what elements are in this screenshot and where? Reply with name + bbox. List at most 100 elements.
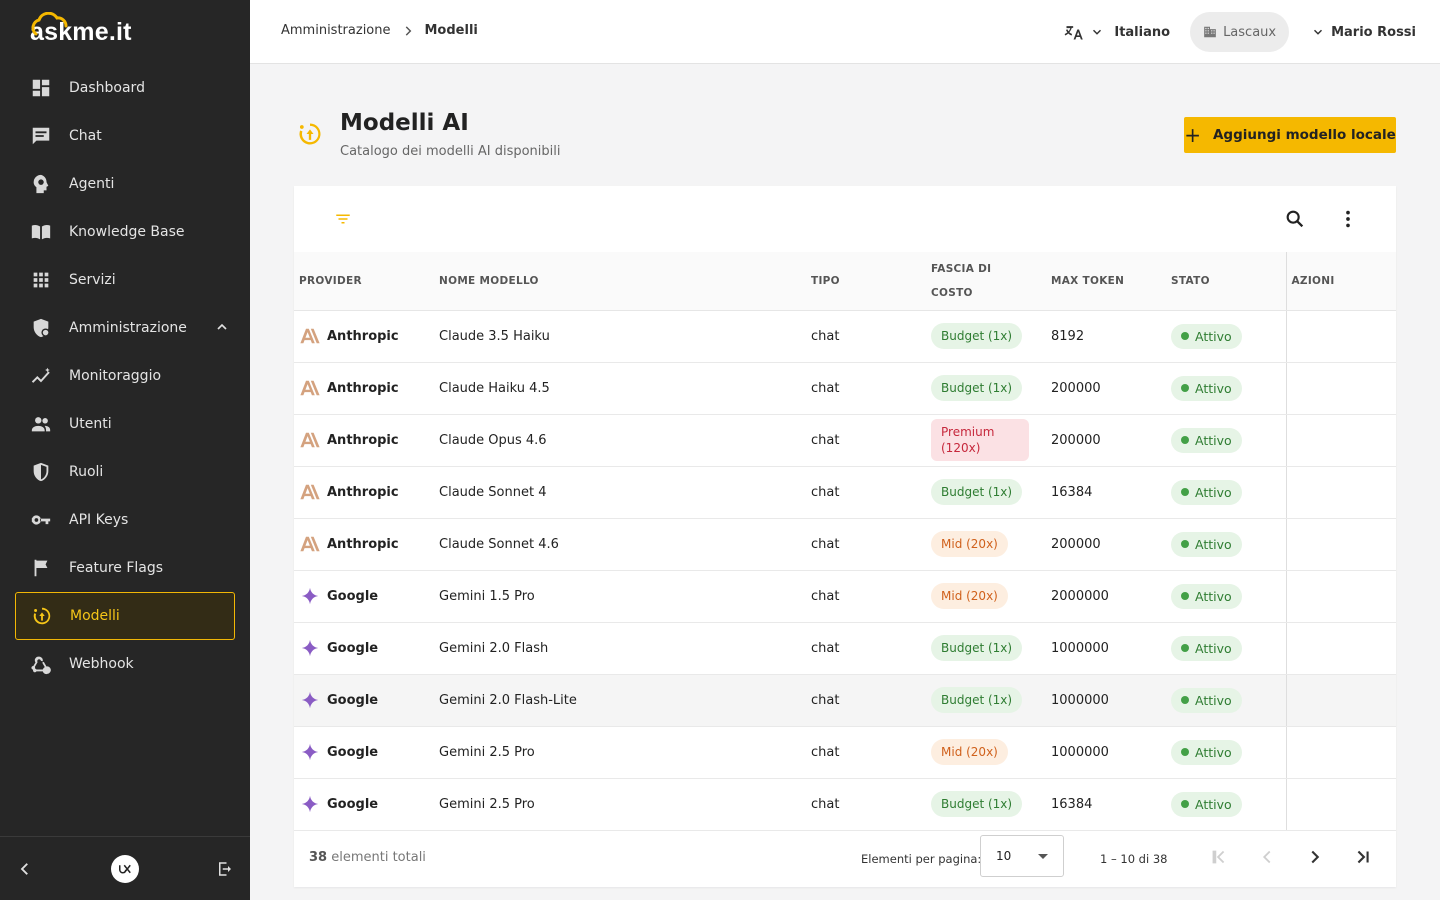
next-page-icon[interactable] xyxy=(1304,846,1326,872)
app-logo[interactable]: askme.it xyxy=(0,0,250,64)
sidebar-item-chat[interactable]: Chat xyxy=(0,112,250,160)
more-vert-icon[interactable] xyxy=(1337,208,1359,230)
ux-logo-icon[interactable] xyxy=(111,854,139,883)
provider-cell: Anthropic xyxy=(294,414,434,467)
column-header[interactable]: PROVIDER xyxy=(294,252,434,311)
chevron-up-icon[interactable] xyxy=(214,319,230,335)
sidebar-item-servizi[interactable]: Servizi xyxy=(0,256,250,304)
table-row[interactable]: Anthropic Claude Haiku 4.5 chat Budget (1x)… xyxy=(294,362,1396,415)
sidebar-item-amministrazione[interactable]: Amministrazione xyxy=(0,304,250,352)
cost-badge: Budget (1x) xyxy=(931,375,1023,401)
sidebar-item-label: Modelli xyxy=(70,608,120,624)
provider-name: Anthropic xyxy=(327,328,399,344)
provider-name: Anthropic xyxy=(327,380,399,396)
status-cell: Attivo xyxy=(1166,518,1286,571)
model-name-cell: Claude Sonnet 4 xyxy=(434,466,806,519)
sidebar-item-ruoli[interactable]: Ruoli xyxy=(0,448,250,496)
table-row[interactable]: Anthropic Claude Sonnet 4.6 chat Mid (20x) 2… xyxy=(294,518,1396,571)
provider-name: Anthropic xyxy=(327,432,399,448)
chevron-left-icon[interactable] xyxy=(16,860,34,878)
dropdown-caret-icon xyxy=(1038,854,1048,859)
language-selector[interactable]: Italiano xyxy=(1064,22,1170,42)
admin-shield-icon xyxy=(30,317,52,339)
first-page-icon[interactable] xyxy=(1208,846,1230,872)
sidebar-item-monitoraggio[interactable]: Monitoraggio xyxy=(0,352,250,400)
status-label: Attivo xyxy=(1195,744,1232,760)
sidebar-item-label: Amministrazione xyxy=(69,320,187,336)
add-local-model-button[interactable]: + Aggiungi modello locale xyxy=(1184,117,1396,153)
model-name-cell: Claude Opus 4.6 xyxy=(434,414,806,467)
status-badge: Attivo xyxy=(1171,375,1242,401)
previous-page-icon[interactable] xyxy=(1256,846,1278,872)
last-page-icon[interactable] xyxy=(1352,846,1374,872)
cost-badge: Budget (1x) xyxy=(931,479,1023,505)
sidebar-item-dashboard[interactable]: Dashboard xyxy=(0,64,250,112)
status-cell: Attivo xyxy=(1166,362,1286,415)
tenant-selector[interactable]: Lascaux xyxy=(1190,12,1290,52)
max-token-cell: 1000000 xyxy=(1046,674,1166,727)
table-row[interactable]: Anthropic Claude 3.5 Haiku chat Budget (1x)… xyxy=(294,310,1396,363)
provider-cell: Google xyxy=(294,622,434,675)
status-badge: Attivo xyxy=(1171,427,1242,453)
tenant-label: Lascaux xyxy=(1223,24,1277,40)
sidebar-item-label: Ruoli xyxy=(69,464,104,480)
filter-icon[interactable] xyxy=(332,210,354,228)
status-cell: Attivo xyxy=(1166,466,1286,519)
status-label: Attivo xyxy=(1195,588,1232,604)
models-icon xyxy=(296,120,324,152)
per-page-label: Elementi per pagina: xyxy=(861,852,982,866)
provider-cell: Anthropic xyxy=(294,310,434,363)
status-dot-icon xyxy=(1181,748,1189,756)
table-body: Anthropic Claude 3.5 Haiku chat Budget (1x)… xyxy=(294,310,1396,831)
column-header[interactable]: FASCIA DI COSTO xyxy=(926,252,1046,311)
google-gemini-icon xyxy=(299,639,321,657)
sidebar: askme.it Dashboard Chat Agenti Knowledge… xyxy=(0,0,250,900)
sidebar-item-feature-flags[interactable]: Feature Flags xyxy=(0,544,250,592)
sidebar-item-utenti[interactable]: Utenti xyxy=(0,400,250,448)
model-name-cell: Gemini 2.5 Pro xyxy=(434,778,806,831)
user-menu[interactable]: Mario Rossi xyxy=(1311,25,1416,40)
cost-cell: Budget (1x) xyxy=(926,622,1046,675)
status-label: Attivo xyxy=(1195,640,1232,656)
table-row[interactable]: Google Gemini 1.5 Pro chat Mid (20x) 2000000… xyxy=(294,570,1396,623)
sidebar-footer xyxy=(0,836,250,900)
per-page-select[interactable]: 10 xyxy=(980,835,1064,877)
page-range: 1 – 10 di 38 xyxy=(1100,852,1168,866)
table-row[interactable]: Google Gemini 2.5 Pro chat Mid (20x) 1000000… xyxy=(294,726,1396,779)
actions-cell xyxy=(1285,466,1396,519)
cost-cell: Budget (1x) xyxy=(926,466,1046,519)
anthropic-logo-icon xyxy=(299,484,321,500)
table-row[interactable]: Anthropic Claude Sonnet 4 chat Budget (1x) 1… xyxy=(294,466,1396,519)
cost-cell: Budget (1x) xyxy=(926,674,1046,727)
users-icon xyxy=(30,413,52,435)
logout-icon[interactable] xyxy=(216,860,234,878)
column-header[interactable]: MAX TOKEN xyxy=(1046,252,1166,311)
status-cell: Attivo xyxy=(1166,726,1286,779)
provider-name: Anthropic xyxy=(327,484,399,500)
column-header[interactable]: STATO xyxy=(1166,252,1286,311)
cost-cell: Mid (20x) xyxy=(926,518,1046,571)
sidebar-item-webhook[interactable]: Webhook xyxy=(0,640,250,688)
logo-text: askme.it xyxy=(30,17,132,46)
sidebar-item-api-keys[interactable]: API Keys xyxy=(0,496,250,544)
column-header[interactable]: NOME MODELLO xyxy=(434,252,806,311)
monitoring-icon xyxy=(30,365,52,387)
column-header[interactable]: TIPO xyxy=(806,252,926,311)
cost-badge: Budget (1x) xyxy=(931,635,1023,661)
search-icon[interactable] xyxy=(1284,208,1306,230)
model-name-cell: Claude 3.5 Haiku xyxy=(434,310,806,363)
provider-cell: Google xyxy=(294,726,434,779)
table-row[interactable]: Google Gemini 2.0 Flash-Lite chat Budget (1… xyxy=(294,674,1396,727)
actions-cell xyxy=(1285,310,1396,363)
max-token-cell: 200000 xyxy=(1046,518,1166,571)
page-header: Modelli AI Catalogo dei modelli AI dispo… xyxy=(296,108,560,159)
breadcrumb-parent[interactable]: Amministrazione xyxy=(281,23,391,38)
provider-cell: Google xyxy=(294,570,434,623)
table-row[interactable]: Google Gemini 2.0 Flash chat Budget (1x) 100… xyxy=(294,622,1396,675)
table-row[interactable]: Google Gemini 2.5 Pro chat Budget (1x) 16384… xyxy=(294,778,1396,831)
sidebar-item-modelli[interactable]: Modelli xyxy=(15,592,235,640)
table-row[interactable]: Anthropic Claude Opus 4.6 chat Premium (120… xyxy=(294,414,1396,467)
sidebar-item-knowledge-base[interactable]: Knowledge Base xyxy=(0,208,250,256)
sidebar-item-agenti[interactable]: Agenti xyxy=(0,160,250,208)
chat-icon xyxy=(30,125,52,147)
